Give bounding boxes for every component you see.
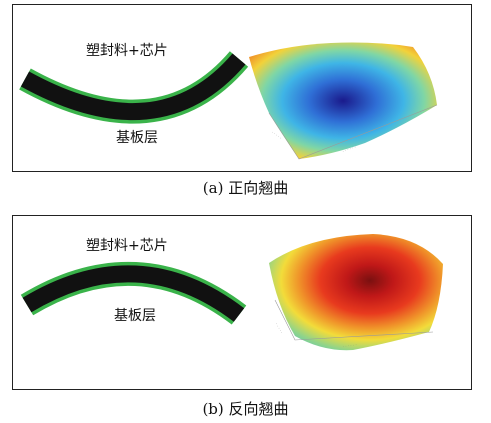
svg-text:· · · · ·: · · · · · [270, 130, 282, 141]
top-layer-label: 塑封料+芯片 [86, 238, 168, 254]
bottom-layer-label: 基板层 [116, 130, 158, 146]
top-layer-label: 塑封料+芯片 [86, 43, 168, 59]
caption-reverse-warpage: (b) 反向翘曲 [202, 400, 289, 418]
bottom-layer-label: 基板层 [114, 308, 156, 324]
forward-warpage-graphic: · · · · · · · · · · · [19, 42, 438, 160]
reverse-warpage-graphic: · · · · · · · · · · · [20, 234, 443, 351]
warpage-contour-plot: · · · · · · · · · · · [249, 42, 438, 160]
svg-text:· · · · · ·: · · · · · · [342, 342, 357, 349]
svg-text:· · · · ·: · · · · · [274, 322, 284, 334]
panel-forward-warpage: · · · · · · · · · · · 塑封料+芯片 基板层 [12, 4, 472, 172]
molding-chip-layer [20, 53, 246, 121]
contour-surface [249, 42, 437, 159]
warpage-contour-plot: · · · · · · · · · · · [269, 234, 443, 351]
contour-surface [269, 234, 443, 351]
plot-axis [268, 104, 438, 160]
plot-axis [274, 299, 434, 341]
panel-reverse-warpage: · · · · · · · · · · · 塑封料+芯片 基板层 [12, 215, 472, 390]
svg-text:· · · · · ·: · · · · · · [342, 144, 357, 153]
caption-forward-warpage: (a) 正向翘曲 [202, 179, 289, 197]
molding-chip-layer [22, 265, 245, 322]
